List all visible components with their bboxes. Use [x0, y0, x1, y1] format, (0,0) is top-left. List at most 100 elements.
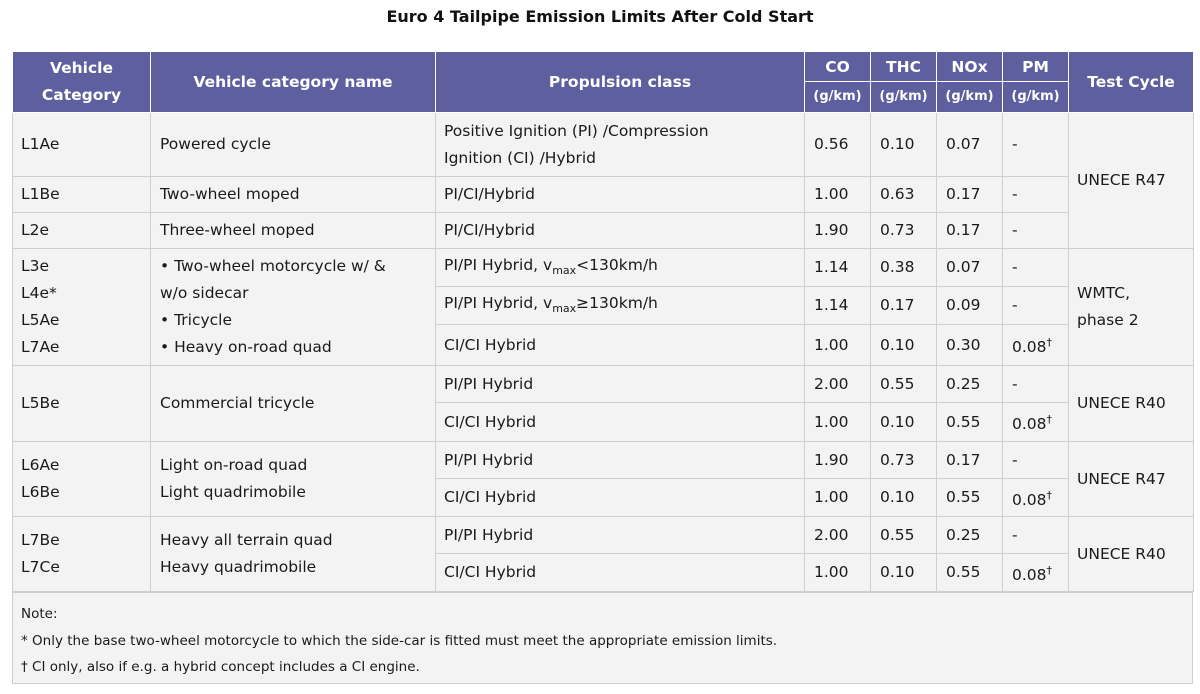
- cell-pm: -: [1002, 212, 1069, 249]
- cell-category-name: Heavy all terrain quad Heavy quadrimobil…: [150, 516, 436, 592]
- table-row: L1Ae Powered cycle Positive Ignition (PI…: [12, 112, 1194, 249]
- cell-co: 0.56: [804, 112, 871, 177]
- table-row: L1Be Two-wheel moped PI/CI/Hybrid 1.00 0…: [12, 176, 1194, 213]
- cell-co: 1.90: [804, 441, 871, 479]
- cell-vehicle-category: L1Be: [12, 176, 151, 213]
- header-vehicle-category-line2: Category: [41, 86, 122, 104]
- cell-pm: -: [1002, 112, 1069, 177]
- cell-pm: -: [1002, 176, 1069, 213]
- cell-thc: 0.10: [870, 324, 937, 366]
- category-code: L6Be: [21, 483, 60, 501]
- cell-nox: 0.09: [936, 286, 1003, 325]
- cell-propulsion: PI/PI Hybrid: [435, 441, 805, 479]
- cell-pm: -: [1002, 516, 1069, 554]
- cell-vehicle-category: L5Be: [12, 365, 151, 442]
- cell-vehicle-category: L1Ae: [12, 112, 151, 177]
- cell-thc: 0.55: [870, 516, 937, 554]
- cell-test-cycle: UNECE R47: [1068, 112, 1194, 249]
- pm-value: 0.08: [1012, 338, 1047, 356]
- cell-test-cycle: UNECE R40: [1068, 516, 1194, 592]
- propulsion-suffix: ≥130km/h: [576, 293, 658, 312]
- propulsion-prefix: PI/PI Hybrid, v: [444, 293, 553, 312]
- cell-propulsion: PI/PI Hybrid: [435, 516, 805, 554]
- cell-vehicle-category: L7Be L7Ce: [12, 516, 151, 592]
- header-test-cycle: Test Cycle: [1068, 51, 1194, 113]
- note-star: * Only the base two-wheel motorcycle to …: [21, 632, 778, 649]
- header-pm: PM: [1002, 51, 1069, 82]
- category-name-item: • Tricycle: [160, 311, 232, 329]
- cell-thc: 0.10: [870, 112, 937, 177]
- cell-vehicle-category: L2e: [12, 212, 151, 249]
- note-dagger: † CI only, also if e.g. a hybrid concept…: [21, 659, 420, 675]
- cell-category-name: • Two-wheel motorcycle w/ & w/o sidecar …: [150, 248, 436, 366]
- cell-propulsion: CI/CI Hybrid: [435, 478, 805, 517]
- notes-box: Note: * Only the base two-wheel motorcyc…: [12, 592, 1193, 684]
- header-thc: THC: [870, 51, 937, 82]
- cell-pm: -: [1002, 365, 1069, 403]
- table-row: L2e Three-wheel moped PI/CI/Hybrid 1.90 …: [12, 212, 1194, 249]
- cell-co: 1.00: [804, 553, 871, 592]
- category-name-item: Light on-road quad: [160, 456, 308, 474]
- cell-pm: 0.08†: [1002, 478, 1069, 517]
- cell-propulsion: PI/PI Hybrid, vmax<130km/h: [435, 248, 805, 287]
- category-name-item: Heavy quadrimobile: [160, 558, 317, 576]
- header-nox: NOx: [936, 51, 1003, 82]
- cell-propulsion: PI/PI Hybrid: [435, 365, 805, 403]
- cell-category-name: Light on-road quad Light quadrimobile: [150, 441, 436, 517]
- cell-co: 1.90: [804, 212, 871, 249]
- header-propulsion-class: Propulsion class: [435, 51, 805, 113]
- category-name-item: Heavy all terrain quad: [160, 531, 333, 549]
- cell-propulsion: Positive Ignition (PI) /Compression Igni…: [435, 112, 805, 177]
- propulsion-line: Ignition (CI) /Hybrid: [444, 148, 596, 167]
- cell-vehicle-category: L3e L4e* L5Ae L7Ae: [12, 248, 151, 366]
- dagger-mark: †: [1046, 413, 1053, 426]
- header-co: CO: [804, 51, 871, 82]
- cell-nox: 0.25: [936, 365, 1003, 403]
- cell-nox: 0.17: [936, 176, 1003, 213]
- pm-value: 0.08: [1012, 415, 1047, 433]
- dagger-mark: †: [1046, 336, 1053, 349]
- cell-pm: 0.08†: [1002, 553, 1069, 592]
- cell-thc: 0.10: [870, 478, 937, 517]
- category-code: L6Ae: [21, 456, 60, 474]
- cell-propulsion: CI/CI Hybrid: [435, 402, 805, 442]
- dagger-mark: †: [1046, 488, 1053, 502]
- cell-propulsion: CI/CI Hybrid: [435, 324, 805, 366]
- cell-nox: 0.07: [936, 112, 1003, 177]
- table-row: PI/PI Hybrid, vmax≥130km/h 1.14 0.17 0.0…: [13, 286, 1194, 325]
- cell-co: 1.14: [804, 248, 871, 287]
- cell-vehicle-category: L6Ae L6Be: [12, 441, 151, 517]
- category-name-item: Light quadrimobile: [160, 483, 306, 501]
- category-code: L7Be: [21, 531, 60, 549]
- header-thc-unit: (g/km): [870, 81, 937, 113]
- cell-nox: 0.55: [936, 478, 1003, 517]
- table-row: L6Ae L6Be Light on-road quad Light quadr…: [12, 441, 1194, 517]
- cell-nox: 0.17: [936, 212, 1003, 249]
- header-nox-unit: (g/km): [936, 81, 1003, 113]
- propulsion-suffix: <130km/h: [576, 255, 658, 274]
- cell-nox: 0.25: [936, 516, 1003, 554]
- table-row: CI/CI Hybrid 1.00 0.10 0.30 0.08†: [13, 324, 1194, 366]
- header-category-name: Vehicle category name: [150, 51, 436, 113]
- propulsion-subscript: max: [552, 263, 577, 277]
- header-co-unit: (g/km): [804, 81, 871, 113]
- category-code: L7Ae: [21, 338, 60, 356]
- header-pm-unit: (g/km): [1002, 81, 1069, 113]
- cell-thc: 0.63: [870, 176, 937, 213]
- cell-propulsion: CI/CI Hybrid: [435, 553, 805, 592]
- cell-pm: -: [1002, 248, 1069, 287]
- cell-pm: 0.08†: [1002, 402, 1069, 442]
- cell-propulsion: PI/CI/Hybrid: [435, 176, 805, 213]
- notes-heading: Note:: [21, 606, 58, 622]
- table-row: L5Be Commercial tricycle PI/PI Hybrid 2.…: [12, 365, 1194, 442]
- cell-co: 1.00: [804, 324, 871, 366]
- cell-pm: -: [1002, 441, 1069, 479]
- table-row: L7Be L7Ce Heavy all terrain quad Heavy q…: [12, 516, 1194, 592]
- cell-category-name: Two-wheel moped: [150, 176, 436, 213]
- cell-test-cycle: WMTC, phase 2: [1068, 248, 1194, 366]
- category-name-item: • Heavy on-road quad: [160, 338, 332, 356]
- header-vehicle-category: Vehicle Category: [12, 51, 151, 113]
- cell-nox: 0.07: [936, 248, 1003, 287]
- test-cycle-line: phase 2: [1077, 311, 1139, 329]
- cell-test-cycle: UNECE R40: [1068, 365, 1194, 442]
